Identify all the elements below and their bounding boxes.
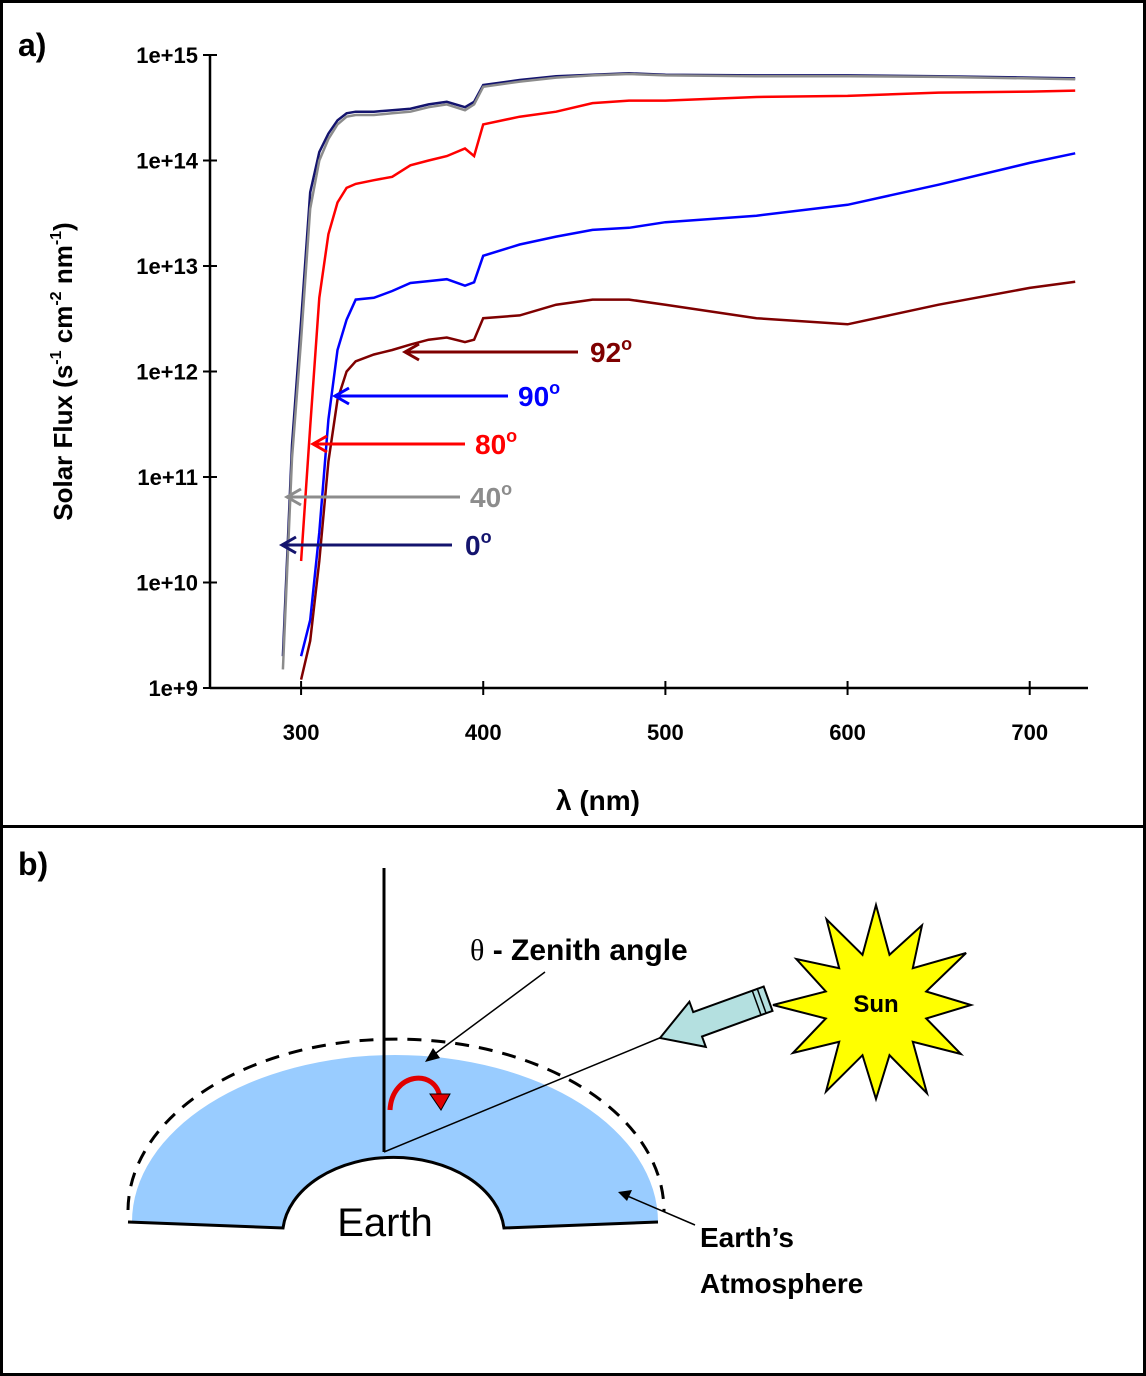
label-arrowhead [278, 535, 297, 555]
atmosphere-edge [126, 1037, 666, 1213]
y-tick-label: 1e+10 [136, 571, 198, 596]
zenith-label: θ - Zenith angle [470, 934, 688, 967]
x-tick-label: 700 [1011, 720, 1048, 745]
pointer-head [618, 1190, 632, 1201]
series-name: 80 [475, 429, 506, 460]
arrow-stripe [751, 989, 762, 1016]
y-title-text: cm [48, 306, 78, 351]
degree-mark: o [621, 334, 632, 354]
atmosphere [132, 1055, 658, 1228]
label-arrowhead [283, 487, 302, 507]
degree-mark: o [501, 479, 512, 499]
panel-frame [0, 0, 1146, 828]
atmosphere-label: Atmosphere [700, 1268, 863, 1299]
series-line [299, 89, 1076, 562]
degree-mark: o [506, 426, 517, 446]
y-tick-label: 1e+12 [136, 360, 198, 385]
y-title-superscript: -1 [48, 231, 65, 245]
label-arrowhead [401, 342, 420, 362]
panel-frame [0, 825, 1146, 1376]
angle-arrowhead [429, 1093, 451, 1111]
pointer-head [425, 1048, 440, 1062]
sun [772, 901, 975, 1103]
series-line [299, 280, 1076, 680]
x-tick-label: 600 [829, 720, 866, 745]
atmosphere-label: Earth’s [700, 1222, 794, 1253]
y-tick-label: 1e+15 [136, 43, 198, 68]
series-label: 40o [470, 479, 512, 513]
y-tick-label: 1e+14 [136, 149, 199, 174]
x-axis-title: λ (nm) [556, 785, 640, 816]
series-name: 0 [465, 530, 481, 561]
series-name: 90 [518, 381, 549, 412]
degree-mark: o [481, 527, 492, 547]
y-title-superscript: -2 [48, 291, 65, 305]
panel-label: a) [18, 27, 46, 63]
series-label: 80o [475, 426, 517, 460]
earth-surface [127, 1155, 659, 1230]
y-title-text: ) [48, 222, 78, 231]
theta: θ [470, 934, 484, 967]
label-arrowhead [309, 434, 328, 454]
y-axis-title: Solar Flux (s-1 cm-2 nm-1) [48, 222, 78, 520]
y-title-superscript: -1 [48, 350, 65, 364]
series-label: 92o [590, 334, 632, 368]
series-line [281, 72, 1076, 657]
sun-label: Sun [853, 991, 898, 1018]
series-line [281, 72, 1076, 670]
pointer [431, 971, 546, 1057]
y-title-text: nm [48, 245, 78, 291]
y-tick-label: 1e+9 [148, 676, 198, 701]
series-label: 90o [518, 378, 560, 412]
x-tick-label: 500 [647, 720, 684, 745]
label-arrowhead [331, 386, 350, 406]
y-tick-label: 1e+13 [136, 254, 198, 279]
zenith-text: - Zenith angle [484, 934, 687, 967]
series-name: 40 [470, 482, 501, 513]
angle-arrow [387, 1075, 443, 1111]
earth-label: Earth [337, 1201, 433, 1245]
y-title-text: Solar Flux (s [48, 365, 78, 521]
x-tick-label: 400 [465, 720, 502, 745]
arrow-stripe [756, 987, 767, 1014]
series-name: 92 [590, 337, 621, 368]
degree-mark: o [549, 378, 560, 398]
light-arrow [658, 985, 774, 1049]
series-line [299, 152, 1076, 657]
sun-ray [383, 1036, 663, 1153]
series-label: 0o [465, 527, 492, 561]
y-tick-label: 1e+11 [137, 465, 198, 490]
panel-label: b) [18, 846, 48, 882]
pointer [624, 1194, 696, 1226]
x-tick-label: 300 [283, 720, 320, 745]
